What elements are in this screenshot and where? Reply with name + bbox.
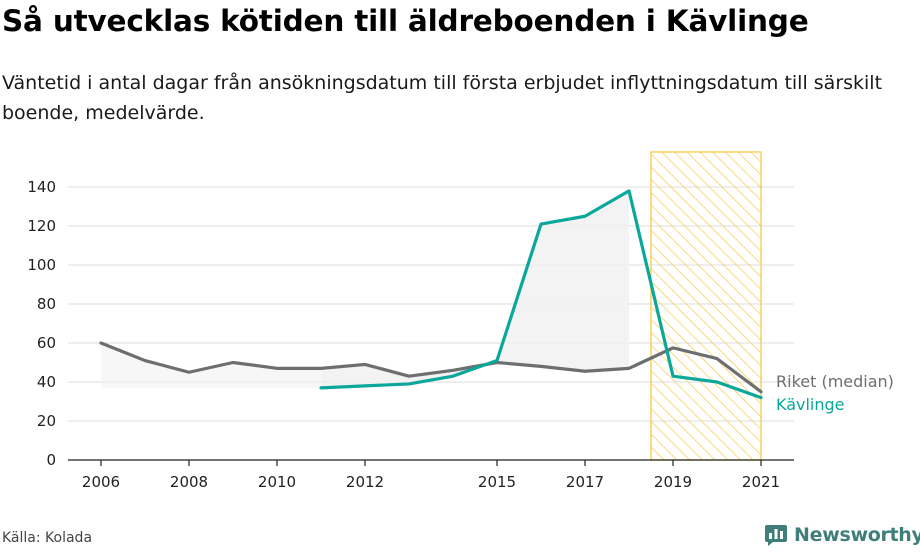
y-tick-label: 120 — [27, 217, 56, 235]
highlight-period-rect — [650, 151, 762, 461]
y-tick-label: 40 — [37, 373, 56, 391]
y-tick-label: 20 — [37, 412, 56, 430]
brand-name: Newsworthy — [794, 524, 920, 546]
riket-series-label: Riket (median) — [776, 372, 894, 391]
difference-area — [101, 190, 629, 388]
newsworthy-logo-icon — [765, 525, 787, 546]
y-tick-label: 80 — [37, 295, 56, 313]
early-riket-area — [101, 343, 321, 388]
series-lines — [99, 189, 763, 400]
x-tick-label: 2021 — [742, 473, 780, 491]
brand-logo: Newsworthy — [764, 520, 920, 550]
source-note: Källa: Kolada — [2, 530, 93, 546]
x-tick-label: 2010 — [258, 473, 296, 491]
axes: 0 20 40 60 80 100 120 140 2006 2008 2010 2012 2015 20… — [27, 178, 794, 491]
y-tick-label: 140 — [27, 178, 56, 196]
series-labels: Riket (median) Kävlinge — [776, 372, 894, 414]
x-tick-label: 2012 — [346, 473, 384, 491]
y-tick-label: 100 — [27, 256, 56, 274]
x-tick-label: 2019 — [654, 473, 692, 491]
riket-line — [99, 341, 763, 394]
kavlinge-series-label: Kävlinge — [776, 395, 845, 414]
chart-title: Så utvecklas kötiden till äldreboenden i… — [2, 4, 809, 38]
x-tick-label: 2015 — [478, 473, 516, 491]
chart-subtitle: Väntetid i antal dagar från ansökningsda… — [2, 72, 883, 124]
x-tick-label: 2017 — [566, 473, 604, 491]
x-tick-label: 2006 — [82, 473, 120, 491]
highlight-region — [650, 151, 762, 461]
kavlinge-riket-difference-area — [321, 190, 629, 388]
y-tick-label: 60 — [37, 334, 56, 352]
x-tick-label: 2008 — [170, 473, 208, 491]
y-tick-label: 0 — [46, 451, 56, 469]
